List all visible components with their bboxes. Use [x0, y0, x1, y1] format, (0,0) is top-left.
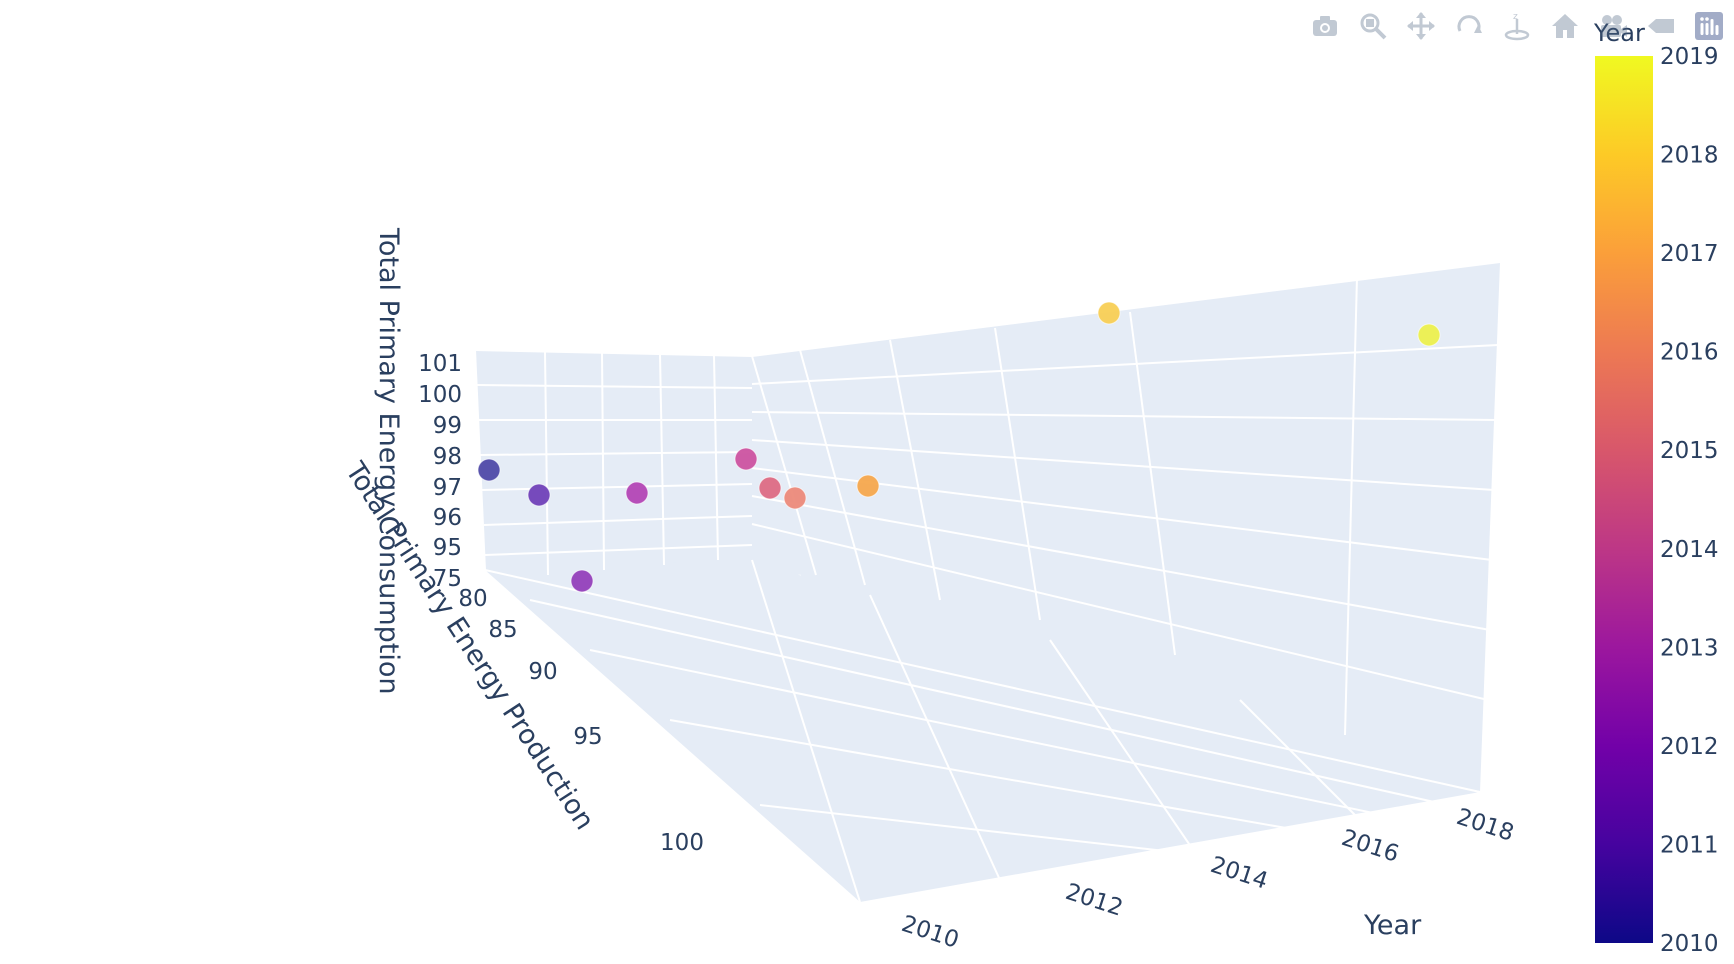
scatter-point[interactable] [1417, 323, 1441, 347]
scatter-point[interactable] [625, 481, 649, 505]
x-tick-label: 2014 [1207, 852, 1271, 895]
z-axis-ticks: 75 95 96 97 98 99 100 101 [418, 351, 462, 592]
download-png-button[interactable] [1308, 9, 1342, 43]
last-save-camera-button[interactable] [1596, 9, 1630, 43]
colorbar-tick-label: 2015 [1660, 438, 1719, 464]
z-tick-label: 99 [433, 413, 462, 439]
zoom-icon [1360, 13, 1387, 40]
colorbar-tick-label: 2014 [1660, 537, 1719, 563]
colorbar-tick-label: 2010 [1660, 931, 1719, 957]
z-tick-label: 101 [418, 351, 462, 377]
colorbar-tick-label: 2013 [1660, 635, 1719, 661]
x-tick-label: 2010 [898, 911, 962, 954]
scatter-point[interactable] [1097, 301, 1121, 325]
modebar: z [1308, 6, 1726, 46]
camera-icon [1313, 16, 1337, 36]
pan-button[interactable] [1404, 9, 1438, 43]
z-tick-label: 98 [433, 444, 462, 470]
colorbar [1595, 56, 1653, 943]
scatter-point[interactable] [570, 569, 594, 593]
camera-video-icon [1601, 15, 1627, 37]
x-tick-label: 2018 [1453, 804, 1517, 847]
y-tick-label: 85 [488, 617, 517, 643]
orbit-icon [1457, 15, 1482, 33]
left-wall-plane [475, 350, 816, 575]
z-tick-label: 97 [433, 475, 462, 501]
reset-camera-button[interactable] [1548, 9, 1582, 43]
turntable-icon: z [1504, 12, 1530, 41]
scatter-point[interactable] [783, 486, 807, 510]
z-tick-label: 75 [433, 566, 462, 592]
orbit-rotation-button[interactable] [1452, 9, 1486, 43]
colorbar-tick-label: 2017 [1660, 241, 1719, 267]
scatter-point[interactable] [527, 483, 551, 507]
scatter-point[interactable] [856, 474, 880, 498]
scatter-points [477, 301, 1441, 593]
turntable-rotation-button[interactable]: z [1500, 9, 1534, 43]
scatter-point[interactable] [758, 476, 782, 500]
colorbar-tick-label: 2019 [1660, 44, 1719, 70]
x-axis-title: Year [1363, 910, 1422, 941]
scatter-point[interactable] [477, 458, 501, 482]
z-tick-label: 95 [433, 535, 462, 561]
colorbar-ticks: 2010 2011 2012 2013 2014 2015 2016 2017 2018 2019 [1660, 44, 1719, 957]
colorbar-tick-label: 2011 [1660, 832, 1719, 858]
z-tick-label: 96 [433, 505, 462, 531]
y-tick-label: 90 [528, 659, 557, 685]
home-icon [1552, 14, 1578, 38]
y-tick-label: 95 [573, 724, 602, 750]
scatter-point[interactable] [734, 447, 758, 471]
z-tick-label: 100 [418, 382, 462, 408]
plotly-logo-icon [1695, 12, 1723, 40]
colorbar-title: Year [1593, 19, 1645, 47]
pan-icon [1407, 12, 1435, 40]
z-axis-title: Total Primary Energy Consumption [373, 227, 404, 695]
y-tick-label: 80 [458, 586, 487, 612]
colorbar-tick-label: 2012 [1660, 734, 1719, 760]
hover-toggle-button[interactable] [1644, 9, 1678, 43]
colorbar-tick-label: 2018 [1660, 143, 1719, 169]
svg-text:z: z [1513, 12, 1518, 22]
grid-lines [474, 261, 1501, 903]
plotly-logo-button[interactable] [1692, 9, 1726, 43]
hover-icon [1648, 19, 1674, 33]
y-tick-label: 100 [660, 830, 704, 856]
zoom-button[interactable] [1356, 9, 1390, 43]
colorbar-tick-label: 2016 [1660, 340, 1719, 366]
x-tick-label: 2016 [1338, 825, 1402, 868]
x-tick-label: 2012 [1062, 879, 1126, 922]
